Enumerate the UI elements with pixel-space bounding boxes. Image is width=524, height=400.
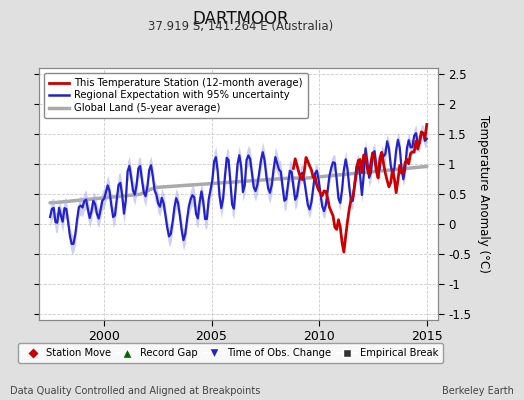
Y-axis label: Temperature Anomaly (°C): Temperature Anomaly (°C): [476, 115, 489, 273]
Text: 37.919 S, 141.264 E (Australia): 37.919 S, 141.264 E (Australia): [148, 20, 334, 33]
Text: DARTMOOR: DARTMOOR: [193, 10, 289, 28]
Legend: Station Move, Record Gap, Time of Obs. Change, Empirical Break: Station Move, Record Gap, Time of Obs. C…: [18, 343, 443, 363]
Legend: This Temperature Station (12-month average), Regional Expectation with 95% uncer: This Temperature Station (12-month avera…: [45, 73, 308, 118]
Text: Berkeley Earth: Berkeley Earth: [442, 386, 514, 396]
Text: Data Quality Controlled and Aligned at Breakpoints: Data Quality Controlled and Aligned at B…: [10, 386, 261, 396]
